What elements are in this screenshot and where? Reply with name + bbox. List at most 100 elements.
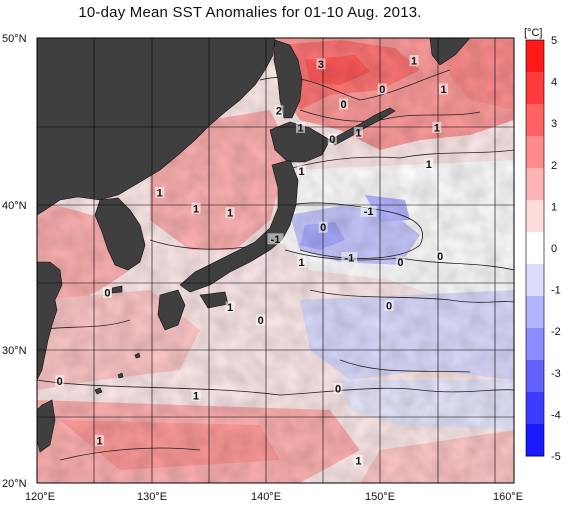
colorbar-swatch (526, 328, 544, 361)
contour-label-background (155, 187, 165, 198)
colorbar-tick-label: -1 (551, 285, 561, 297)
contour-label-background (297, 256, 307, 268)
contour-label: 1 (411, 56, 417, 68)
colorbar-tick-label: 4 (551, 77, 557, 89)
colorbar: [°C] 5 4 3 2 1 0 -1 -2 -3 -4 -5 (524, 27, 561, 463)
taiwan-island (37, 399, 56, 453)
jeju-island (111, 285, 123, 294)
contour-label-background (267, 233, 284, 245)
contour-label: 1 (297, 122, 303, 134)
contour-label-background (435, 250, 445, 262)
colorbar-swatch (526, 232, 544, 265)
colorbar-tick-label: -3 (551, 368, 561, 380)
kamchatka-peninsula (429, 38, 471, 66)
sakhalin-island (273, 39, 303, 119)
contour-label-background (225, 301, 235, 313)
contour-labels: 3 1 0 1 2 0 1 0 1 1 1 1 1 1 1 -1 0 -1 -1 1 0 0 0 1 0 0 0 1 0 1 1 (55, 55, 449, 468)
contour-label-background (424, 158, 434, 170)
contour-label: 1 (434, 122, 440, 134)
contour-label: 2 (276, 106, 282, 118)
asian-continent (37, 38, 276, 216)
lat-label-50n: 50°N (2, 33, 27, 45)
contour-label-background (341, 252, 358, 264)
lat-label-40n: 40°N (2, 200, 27, 212)
contour-label: 1 (355, 456, 361, 468)
lat-label-30n: 30°N (2, 345, 27, 357)
colorbar-swatch (526, 72, 544, 105)
colorbar-unit: [°C] (524, 27, 542, 39)
contour-line (299, 109, 481, 122)
contour-label-background (327, 133, 337, 145)
contour-label: 1 (227, 302, 233, 314)
contour-label: 1 (355, 127, 361, 139)
contour-label-background (339, 98, 349, 110)
contour-label: -1 (271, 234, 281, 246)
longitude-axis: 120°E 130°E 140°E 150°E 160°E (25, 491, 523, 503)
colorbar-tick-label: 5 (551, 35, 557, 47)
contour-label-background (256, 314, 266, 326)
land-masses (37, 38, 471, 453)
contour-label: 0 (104, 287, 110, 299)
china-coast (37, 261, 63, 381)
colorbar-swatch (526, 104, 544, 137)
colorbar-swatch (526, 392, 544, 425)
contour-label: 0 (397, 257, 403, 269)
contour-line (284, 149, 514, 171)
colorbar-frame (525, 39, 545, 457)
contour-label-background (318, 221, 328, 233)
colorbar-swatch (526, 168, 544, 201)
contour-label-background (55, 375, 65, 387)
contour-label-background (274, 105, 284, 117)
contour-label-background (297, 165, 307, 177)
colorbar-swatches (526, 40, 544, 457)
contour-label-background (316, 58, 326, 70)
contour-label-background (439, 83, 449, 95)
contour-line (59, 447, 201, 461)
contour-label: 1 (227, 208, 233, 220)
contour-label: 0 (329, 134, 335, 146)
contour-label-background (360, 205, 377, 217)
contour-label-background (377, 83, 387, 95)
lat-label-20n: 20°N (2, 478, 27, 490)
contour-line (289, 202, 423, 259)
colorbar-tick-label: 2 (551, 160, 557, 172)
korean-peninsula (94, 197, 146, 271)
contour-label: 1 (193, 203, 199, 215)
lon-label-160e: 160°E (493, 491, 523, 503)
colorbar-tick-label: -5 (551, 451, 561, 463)
map-title: 10-day Mean SST Anomalies for 01-10 Aug.… (78, 4, 422, 21)
kyushu-island (157, 289, 186, 331)
contour-label: 1 (299, 166, 305, 178)
ryukyu-islands (94, 352, 141, 395)
contour-label: 0 (335, 384, 341, 396)
colorbar-swatch (526, 296, 544, 329)
colorbar-swatch (526, 136, 544, 169)
contour-label: -1 (344, 253, 354, 265)
honshu-island (179, 159, 299, 293)
contour-label-background (95, 435, 104, 447)
lon-label-130e: 130°E (137, 491, 167, 503)
contour-label: 1 (96, 436, 102, 448)
contour-label-background (384, 300, 394, 311)
colorbar-tick-label: -2 (551, 326, 561, 338)
contour-label-background (432, 121, 442, 133)
contour-label: 0 (341, 99, 347, 111)
contour-label-background (333, 383, 343, 395)
contour-label: 0 (386, 301, 392, 313)
lon-label-120e: 120°E (25, 491, 55, 503)
contour-label: 1 (299, 257, 305, 269)
colorbar-ticks: 5 4 3 2 1 0 -1 -2 -3 -4 -5 (551, 35, 561, 463)
colorbar-swatch (526, 360, 544, 393)
colorbar-swatch (526, 264, 544, 297)
colorbar-tick-label: 1 (551, 201, 557, 213)
contour-label-background (296, 121, 305, 133)
contour-label-background (191, 202, 201, 214)
contour-label: 1 (441, 84, 447, 96)
colorbar-tick-label: -4 (551, 409, 561, 421)
contour-line (309, 289, 514, 303)
colorbar-swatch (526, 424, 544, 457)
contour-line (339, 359, 471, 373)
lon-label-150e: 150°E (365, 491, 395, 503)
contour-label: 0 (437, 251, 443, 263)
